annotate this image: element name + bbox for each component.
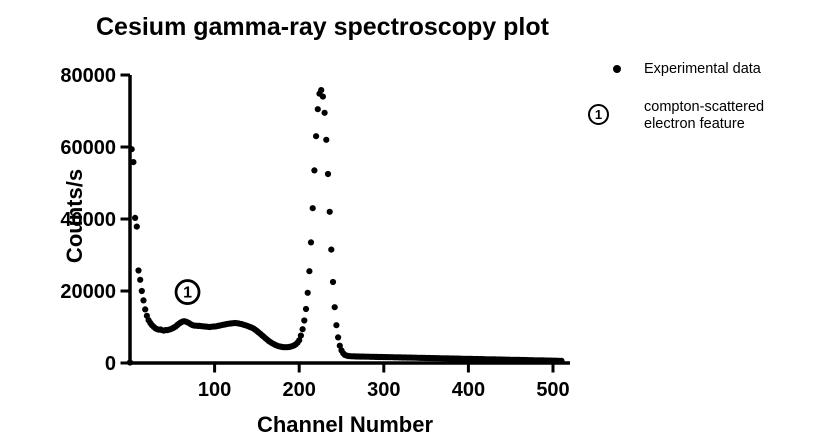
data-point [307, 239, 315, 246]
data-point [321, 109, 328, 116]
data-point [301, 317, 308, 324]
y-tick-label: 40000 [60, 209, 116, 231]
data-point [135, 267, 142, 274]
data-point [331, 304, 338, 311]
data-point [333, 322, 340, 329]
data-point [304, 289, 311, 296]
y-tick-label: 80000 [60, 65, 116, 87]
data-point [132, 214, 139, 221]
data-point [302, 305, 310, 313]
axes-lines [128, 75, 570, 365]
circled-one-icon: 1 [588, 104, 609, 125]
y-tick-label: 60000 [60, 137, 116, 159]
compton-annotation-number: 1 [183, 285, 192, 302]
x-tick-label: 500 [536, 379, 569, 401]
y-tick-label: 0 [105, 353, 116, 375]
data-point [130, 159, 137, 166]
data-point [306, 268, 313, 275]
data-point [313, 133, 320, 140]
circled-one-digit: 1 [594, 107, 603, 122]
x-tick-label: 400 [452, 379, 485, 401]
experimental-data-points [126, 87, 565, 366]
data-point [319, 93, 326, 100]
y-tick-label: 20000 [60, 281, 116, 303]
x-tick-label: 300 [367, 379, 400, 401]
data-point [336, 342, 343, 349]
compton-annotation-circle [174, 279, 201, 305]
data-point [126, 359, 134, 366]
data-point [138, 287, 145, 295]
data-point [329, 278, 337, 286]
data-point [558, 357, 565, 364]
data-point [309, 205, 316, 212]
data-point [128, 146, 135, 153]
x-tick-label: 100 [198, 379, 231, 401]
legend-label-experimental-data: Experimental data [644, 61, 761, 77]
chart-title: Cesium gamma-ray spectroscopy plot [96, 13, 549, 41]
data-point [328, 246, 335, 253]
data-point [335, 334, 342, 341]
data-point [299, 326, 306, 333]
x-axis-label: Channel Number [256, 412, 434, 437]
data-point [142, 306, 149, 313]
data-point [326, 208, 333, 215]
legend-label-compton-feature: compton-scattered electron feature [644, 99, 765, 132]
data-point [314, 106, 321, 113]
data-point [318, 87, 325, 94]
data-point [137, 276, 144, 283]
data-point [311, 167, 318, 174]
data-point [323, 136, 330, 143]
data-point [140, 297, 147, 304]
data-point [133, 223, 140, 230]
experimental-data-marker-icon [613, 65, 621, 73]
data-point [297, 332, 304, 339]
data-point [296, 337, 303, 344]
x-tick-label: 200 [283, 379, 316, 401]
data-point [324, 170, 332, 178]
